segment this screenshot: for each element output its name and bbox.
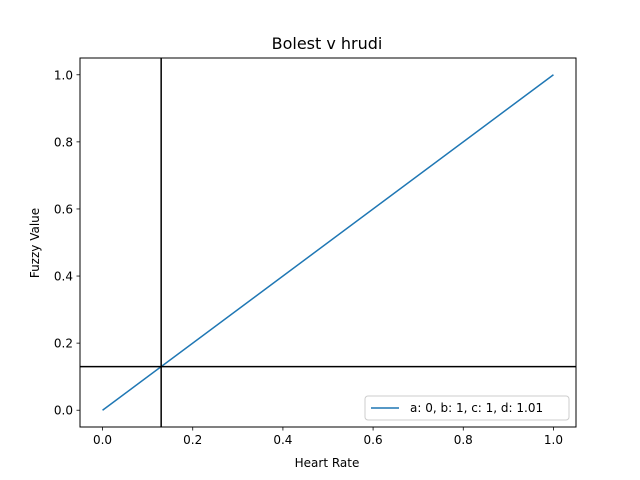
y-tick-label: 0.8 (54, 135, 73, 149)
x-tick-label: 1.0 (544, 433, 563, 447)
y-tick-label: 0.4 (54, 270, 73, 284)
chart-title: Bolest v hrudi (272, 34, 383, 53)
y-tick-label: 0.0 (54, 404, 73, 418)
legend-label: a: 0, b: 1, c: 1, d: 1.01 (410, 401, 543, 415)
legend-box (364, 395, 570, 421)
x-axis-label: Heart Rate (295, 456, 360, 470)
series-line (102, 74, 554, 411)
x-axis: 0.0 0.2 0.4 0.6 0.8 1.0 (93, 427, 563, 447)
legend: a: 0, b: 1, c: 1, d: 1.01 (364, 395, 570, 421)
y-tick-label: 1.0 (54, 68, 73, 82)
y-tick-label: 0.2 (54, 337, 73, 351)
y-axis-label: Fuzzy Value (28, 208, 42, 278)
plot-area (80, 58, 576, 427)
x-tick-label: 0.8 (454, 433, 473, 447)
y-axis: 0.0 0.2 0.4 0.6 0.8 1.0 (54, 68, 80, 418)
x-tick-label: 0.0 (93, 433, 112, 447)
x-tick-label: 0.6 (364, 433, 383, 447)
y-tick-label: 0.6 (54, 202, 73, 216)
axes-frame (79, 57, 577, 428)
x-tick-label: 0.4 (273, 433, 292, 447)
x-tick-label: 0.2 (183, 433, 202, 447)
